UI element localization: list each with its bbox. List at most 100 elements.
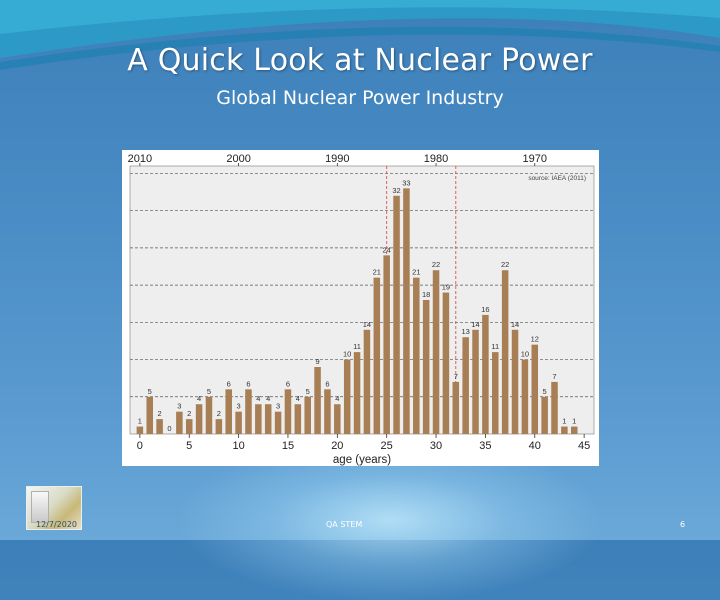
bar — [205, 396, 213, 434]
bar — [363, 329, 371, 434]
bar — [343, 359, 351, 434]
x-tick-label: 25 — [381, 440, 393, 452]
bar — [570, 426, 578, 434]
bar — [561, 426, 568, 434]
bar-value-label: 9 — [315, 357, 319, 366]
bar — [472, 329, 479, 434]
bar-value-label: 6 — [325, 379, 329, 388]
bar — [264, 404, 272, 434]
bar-value-label: 5 — [543, 387, 547, 396]
bar-value-label: 4 — [266, 394, 270, 403]
x-tick-label: 30 — [430, 440, 442, 452]
bar-value-label: 6 — [246, 379, 250, 388]
bar — [235, 411, 242, 434]
bar-value-label: 3 — [177, 402, 181, 411]
bar — [225, 389, 232, 434]
bar-value-label: 21 — [373, 268, 381, 277]
bar — [324, 389, 331, 434]
bar-value-label: 32 — [392, 186, 400, 195]
bar-value-label: 1 — [572, 417, 576, 426]
bar — [245, 389, 252, 434]
footer-center-text: QA STEM — [326, 520, 363, 529]
x-tick-label: 0 — [137, 440, 143, 452]
bar — [284, 389, 292, 434]
bar — [403, 188, 410, 434]
bar-value-label: 24 — [383, 245, 391, 254]
bar — [353, 352, 361, 434]
bar — [462, 337, 469, 434]
top-year-label: 1970 — [523, 153, 547, 165]
bar — [501, 270, 509, 434]
bar-value-label: 33 — [402, 178, 410, 187]
header-swoosh-decoration — [0, 0, 720, 70]
top-year-label: 1990 — [325, 153, 349, 165]
x-tick-label: 40 — [529, 440, 541, 452]
page-number: 6 — [680, 520, 686, 529]
bar-value-label: 7 — [552, 372, 556, 381]
x-axis-title: age (years) — [333, 454, 391, 466]
x-tick-label: 35 — [479, 440, 491, 452]
bar-value-label: 14 — [511, 320, 519, 329]
bar — [452, 381, 460, 434]
bar-value-label: 1 — [562, 417, 566, 426]
bar — [255, 404, 262, 434]
bar-value-label: 0 — [167, 424, 171, 433]
bar-value-label: 6 — [227, 379, 231, 388]
bar — [176, 411, 183, 434]
bar-value-label: 6 — [286, 379, 290, 388]
x-tick-label: 20 — [331, 440, 343, 452]
bar-value-label: 4 — [256, 394, 260, 403]
bar — [432, 270, 440, 434]
slide-subtitle: Global Nuclear Power Industry — [216, 87, 504, 109]
bar-value-label: 3 — [276, 402, 280, 411]
bar — [373, 277, 381, 434]
x-tick-label: 10 — [232, 440, 244, 452]
bar — [551, 381, 558, 434]
bar — [215, 419, 223, 434]
x-tick-label: 5 — [186, 440, 192, 452]
bar — [146, 396, 154, 434]
bar — [304, 396, 311, 434]
bar-value-label: 3 — [237, 402, 241, 411]
source-note: source: IAEA (2011) — [528, 175, 586, 182]
bar — [136, 426, 144, 434]
bar-value-label: 22 — [432, 260, 440, 269]
bar-value-label: 13 — [461, 327, 469, 336]
reactor-age-chart: 1 5 2 0 3 2 4 5 2 6 3 6 4 4 3 6 4 5 9 6 4 10 11 14 21 24 32 33 21 18 2… — [122, 150, 599, 466]
bar — [334, 404, 341, 434]
bar-value-label: 11 — [353, 342, 361, 351]
top-year-label: 2000 — [226, 153, 250, 165]
bar — [531, 344, 539, 434]
corner-thumbnail-image — [26, 486, 82, 530]
bar-value-label: 1 — [138, 417, 142, 426]
bar-value-label: 2 — [187, 409, 191, 418]
bar-value-label: 5 — [207, 387, 211, 396]
bar-value-label: 2 — [158, 409, 162, 418]
bar — [314, 367, 321, 434]
bar — [482, 314, 489, 434]
bar — [195, 404, 203, 434]
bar-value-label: 5 — [148, 387, 152, 396]
bar-value-label: 11 — [491, 342, 499, 351]
bar — [413, 277, 420, 434]
bar — [492, 352, 499, 434]
bar-value-label: 4 — [296, 394, 300, 403]
x-tick-label: 45 — [578, 440, 590, 452]
bar — [274, 411, 282, 434]
bar-value-label: 4 — [197, 394, 201, 403]
bar — [422, 300, 430, 434]
bar-value-label: 22 — [501, 260, 509, 269]
bar-value-label: 10 — [521, 350, 529, 359]
bar — [511, 329, 519, 434]
bar — [541, 396, 548, 434]
x-tick-label: 15 — [282, 440, 294, 452]
bar-value-label: 4 — [335, 394, 339, 403]
footer-date: 12/7/2020 — [36, 520, 78, 529]
top-year-label: 1980 — [424, 153, 448, 165]
bar-value-label: 7 — [454, 372, 458, 381]
bar-value-label: 14 — [363, 320, 371, 329]
bar-value-label: 10 — [343, 350, 351, 359]
bar — [156, 419, 163, 434]
slide-title: A Quick Look at Nuclear Power — [127, 43, 593, 78]
